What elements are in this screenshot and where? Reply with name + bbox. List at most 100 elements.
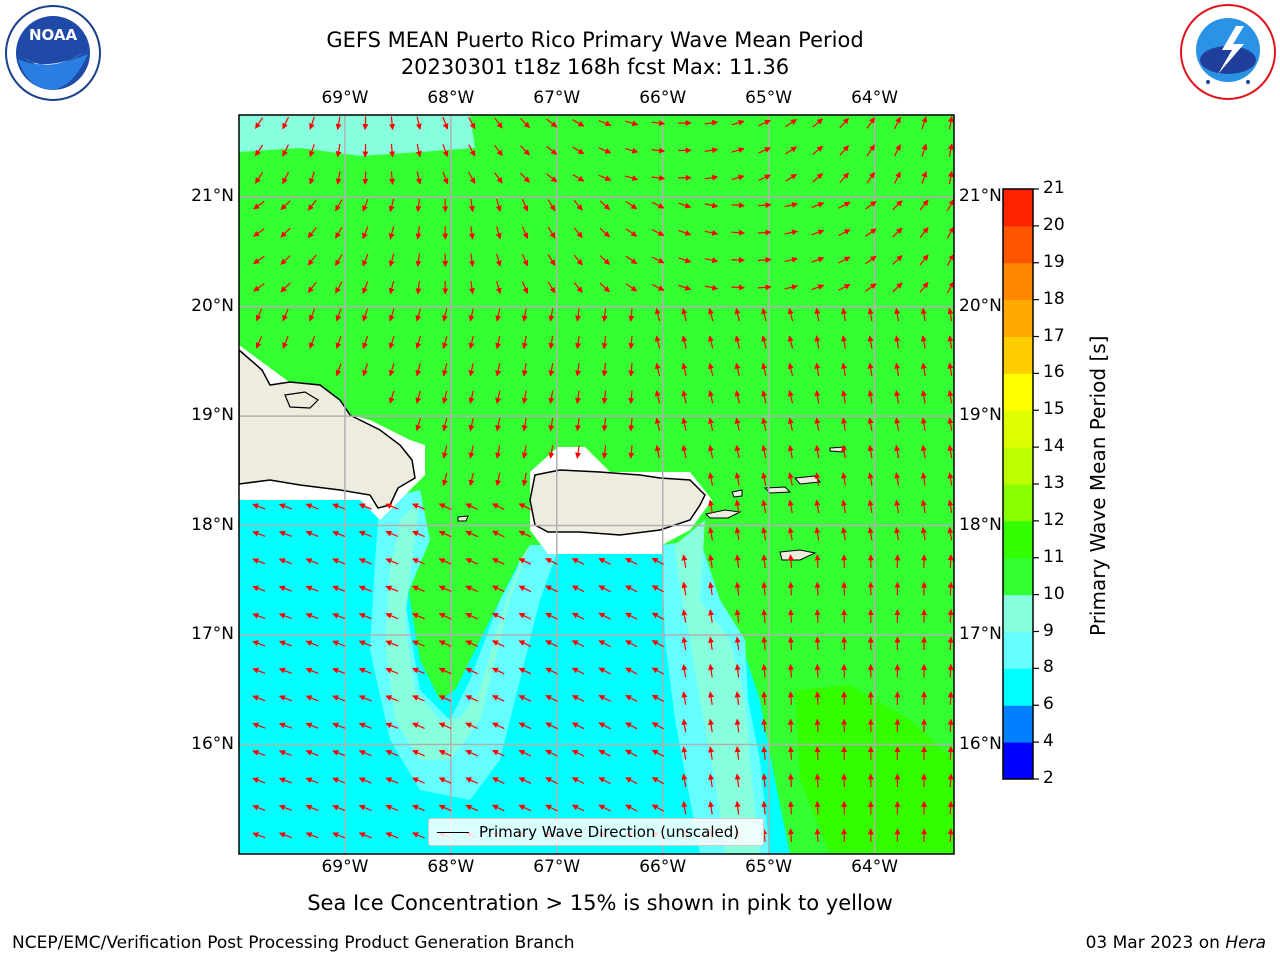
wave-direction-arrow — [438, 640, 452, 647]
wave-direction-arrow — [520, 145, 530, 156]
wave-direction-arrow — [573, 199, 583, 211]
wave-direction-arrow — [704, 147, 719, 154]
wave-direction-arrow — [865, 283, 877, 292]
wave-direction-arrow — [573, 227, 583, 239]
wave-direction-arrow — [546, 145, 558, 155]
wave-direction-arrow — [468, 363, 475, 377]
wave-direction-arrow — [545, 667, 558, 675]
wave-direction-arrow — [814, 636, 821, 651]
wave-direction-arrow — [252, 585, 266, 592]
wave-direction-arrow — [332, 613, 346, 620]
wave-direction-arrow — [892, 227, 903, 238]
colorbar-segment — [1003, 447, 1033, 485]
wave-direction-arrow — [946, 199, 954, 212]
wave-direction-arrow — [731, 257, 745, 264]
wave-direction-arrow — [651, 694, 664, 703]
wave-direction-arrow — [518, 585, 532, 593]
wave-direction-arrow — [545, 694, 558, 702]
colorbar-tick-label: 18 — [1043, 288, 1065, 309]
wave-direction-arrow — [814, 307, 821, 322]
wave-direction-arrow — [761, 691, 768, 705]
wave-direction-arrow — [415, 143, 422, 158]
wave-direction-arrow — [388, 390, 395, 404]
lat-label-right: 19°N — [959, 405, 1002, 426]
wave-direction-arrow — [598, 612, 611, 620]
colorbar-tick-label: 12 — [1043, 509, 1065, 530]
legend-label: Primary Wave Direction (unscaled) — [479, 823, 740, 841]
wave-direction-arrow — [947, 609, 954, 623]
wave-direction-arrow — [947, 636, 954, 651]
wave-direction-arrow — [841, 444, 847, 459]
wave-direction-arrow — [495, 472, 502, 487]
wave-direction-arrow — [708, 499, 714, 514]
noaa-logo: NOAA — [5, 5, 101, 101]
wave-direction-arrow — [415, 280, 422, 295]
wave-direction-arrow — [601, 390, 608, 405]
wave-direction-arrow — [625, 557, 638, 565]
footer-date: 03 Mar 2023 on Hera — [1086, 933, 1266, 953]
wave-direction-arrow — [947, 800, 954, 815]
wave-direction-arrow — [572, 173, 585, 182]
wave-direction-arrow — [841, 499, 847, 514]
wave-direction-arrow — [947, 116, 954, 130]
colorbar-segment — [1003, 336, 1033, 374]
wave-direction-arrow — [442, 171, 449, 185]
wave-direction-arrow — [787, 718, 794, 733]
wave-direction-arrow — [308, 171, 315, 185]
wave-direction-arrow — [252, 640, 266, 647]
wave-direction-arrow — [305, 695, 319, 702]
wave-direction-arrow — [866, 144, 875, 157]
wave-direction-arrow — [362, 363, 369, 377]
wave-direction-arrow — [841, 335, 847, 349]
wave-direction-arrow — [651, 201, 665, 209]
wave-direction-arrow — [624, 175, 639, 181]
wave-direction-arrow — [814, 800, 821, 815]
wave-direction-arrow — [547, 254, 556, 267]
wave-direction-arrow — [731, 202, 745, 209]
wave-direction-arrow — [598, 640, 611, 648]
wave-direction-arrow — [278, 777, 292, 784]
colorbar-segment — [1003, 668, 1033, 706]
wave-direction-arrow — [385, 558, 399, 565]
colorbar-tick-label: 6 — [1043, 694, 1054, 715]
wave-direction-arrow — [946, 226, 954, 239]
wave-direction-arrow — [867, 444, 874, 459]
wave-direction-arrow — [253, 200, 265, 210]
wave-direction-arrow — [571, 585, 585, 593]
colorbar-tick-label: 13 — [1043, 473, 1065, 493]
wave-direction-arrow — [362, 116, 369, 131]
wave-direction-arrow — [894, 307, 901, 322]
wave-direction-arrow — [761, 527, 768, 541]
wave-direction-arrow — [598, 804, 611, 812]
wave-direction-arrow — [278, 749, 292, 757]
wave-direction-arrow — [681, 307, 688, 322]
wave-direction-arrow — [442, 308, 448, 322]
wave-direction-arrow — [468, 445, 475, 459]
wave-direction-arrow — [254, 172, 264, 184]
wave-direction-arrow — [545, 557, 558, 565]
wave-direction-arrow — [761, 663, 768, 678]
wave-direction-arrow — [651, 804, 664, 812]
wave-direction-arrow — [761, 499, 768, 514]
wave-direction-arrow — [625, 722, 638, 730]
wave-direction-arrow — [308, 144, 315, 158]
wave-direction-arrow — [625, 640, 638, 648]
wave-direction-arrow — [599, 200, 611, 211]
footer-date-text: 03 Mar 2023 on — [1085, 933, 1226, 953]
wave-direction-arrow — [601, 417, 608, 432]
wave-direction-arrow — [811, 256, 825, 263]
wave-direction-arrow — [947, 362, 954, 377]
wave-direction-arrow — [787, 472, 794, 486]
wave-direction-arrow — [358, 503, 372, 510]
wave-direction-arrow — [545, 777, 558, 785]
wave-direction-arrow — [708, 335, 714, 349]
wave-direction-arrow — [412, 722, 425, 729]
legend-line-sample — [437, 832, 469, 833]
wave-direction-arrow — [814, 718, 821, 733]
wave-direction-arrow — [920, 444, 927, 459]
wave-direction-arrow — [812, 145, 824, 156]
wave-direction-arrow — [757, 256, 772, 263]
wave-direction-arrow — [255, 336, 263, 349]
wave-direction-arrow — [787, 609, 794, 623]
wave-direction-arrow — [305, 640, 319, 647]
